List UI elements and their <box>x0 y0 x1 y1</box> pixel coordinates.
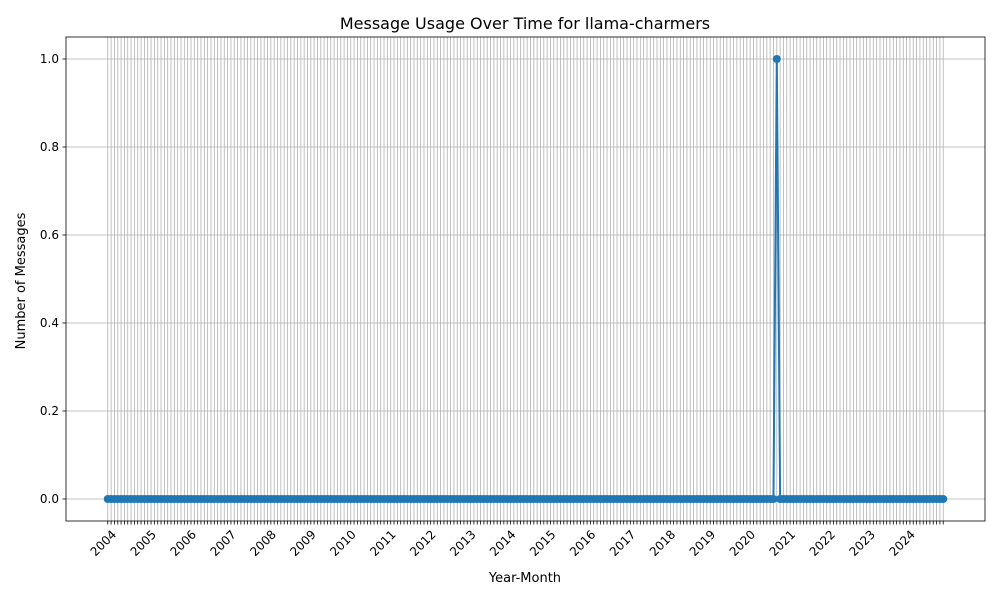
y-tick-label: 0.0 <box>40 492 59 506</box>
y-tick-label: 1.0 <box>40 52 59 66</box>
y-axis-label: Number of Messages <box>14 212 29 349</box>
y-tick-label: 0.8 <box>40 140 59 154</box>
data-point <box>772 55 781 63</box>
data-point <box>769 495 778 503</box>
grid-lines <box>66 37 985 521</box>
x-axis-label: Year-Month <box>488 571 561 586</box>
data-series <box>103 55 948 503</box>
y-tick-label: 0.2 <box>40 404 59 418</box>
plot-frame <box>65 36 986 522</box>
y-tick-label: 0.4 <box>40 316 59 330</box>
y-tick-label: 0.6 <box>40 228 59 242</box>
chart-title: Message Usage Over Time for llama-charme… <box>340 14 710 33</box>
data-point <box>939 495 948 503</box>
